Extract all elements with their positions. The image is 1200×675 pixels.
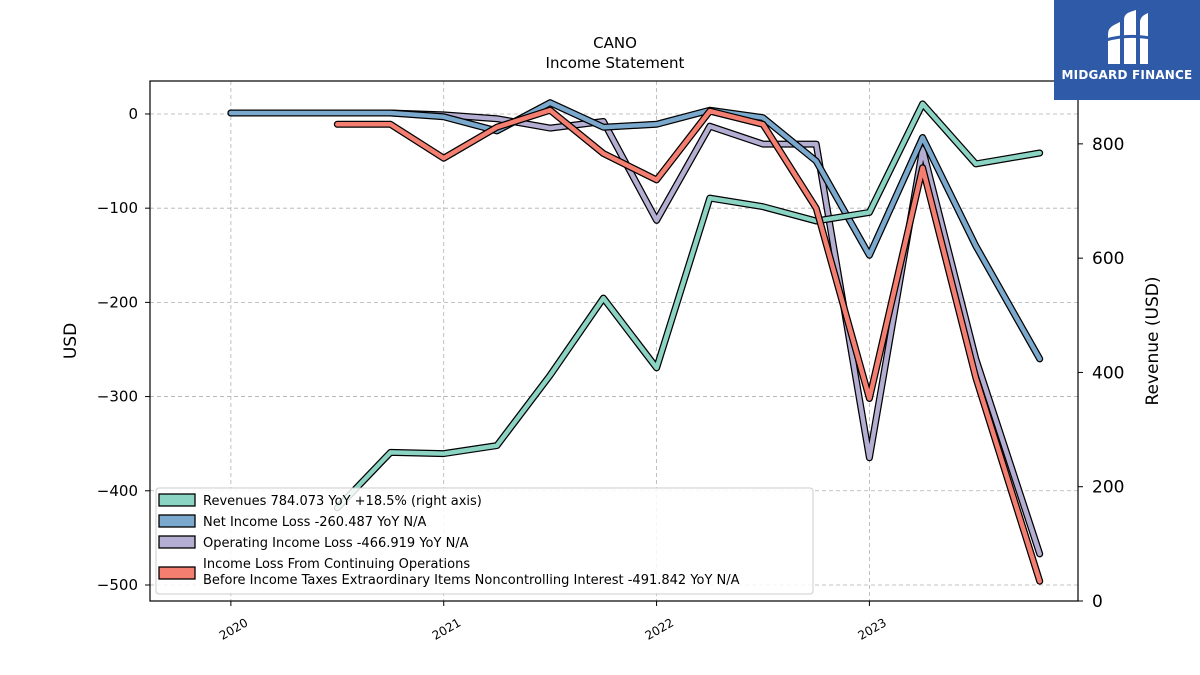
legend-swatch-operating-income <box>158 535 196 549</box>
brand-name: MIDGARD FINANCE <box>1061 68 1193 82</box>
series-revenues <box>333 100 1044 512</box>
legend: Revenues 784.073 YoY +18.5% (right axis)… <box>155 487 814 595</box>
legend-label-pretax-line2: Before Income Taxes Extraordinary Items … <box>203 573 740 588</box>
legend-swatch-net-income <box>158 514 196 528</box>
y-tick-label: −500 <box>97 576 138 594</box>
series-line-pretax <box>335 107 1042 584</box>
x-tick-label: 2020 <box>217 615 250 642</box>
x-tick-label: 2022 <box>643 615 676 642</box>
series-layer <box>227 99 1044 585</box>
y-tick-label: −400 <box>97 482 138 500</box>
legend-swatch-pretax-income <box>158 566 196 580</box>
legend-label-operating-income: Operating Income Loss -466.919 YoY N/A <box>203 536 469 551</box>
series-line-revenues <box>335 101 1042 511</box>
midgard-logo-icon <box>1105 10 1151 64</box>
x-tick-label: 2023 <box>855 615 888 642</box>
y-tick-label: 0 <box>128 105 138 123</box>
series-outline-net <box>227 99 1044 363</box>
legend-box <box>155 487 814 595</box>
y2-tick-label: 600 <box>1092 249 1124 269</box>
legend-label-pretax-line1: Income Loss From Continuing Operations <box>203 557 470 572</box>
y-tick-label: −100 <box>97 199 138 217</box>
legend-label-net-income: Net Income Loss -260.487 YoY N/A <box>203 515 426 530</box>
x-tick-label: 2021 <box>430 615 463 642</box>
legend-swatch-revenues <box>158 493 196 507</box>
y2-tick-label: 200 <box>1092 478 1124 498</box>
legend-label-pretax-income: Income Loss From Continuing Operations Be… <box>203 557 740 588</box>
y2-tick-label: 800 <box>1092 135 1124 155</box>
y2-axis-label: Revenue (USD) <box>1143 276 1163 405</box>
y2-tick-label: 400 <box>1092 363 1124 383</box>
series-line-net <box>228 100 1042 362</box>
plot-frame <box>149 80 1079 602</box>
y-tick-label: −200 <box>97 293 138 311</box>
y2-tick-label: 0 <box>1092 592 1103 612</box>
chart-subtitle: Income Statement <box>546 54 685 72</box>
series-pretax <box>333 106 1044 585</box>
y-axis-label: USD <box>61 323 81 359</box>
series-net <box>227 99 1044 363</box>
brand-logo: MIDGARD FINANCE <box>1054 0 1200 100</box>
legend-label-revenues: Revenues 784.073 YoY +18.5% (right axis) <box>203 494 482 509</box>
y-tick-label: −300 <box>97 388 138 406</box>
chart-title: CANO <box>593 34 637 52</box>
axis-layer: 0 −100 −200 −300 −400 −500 800 600 400 200 0 2020 20… <box>97 105 1125 643</box>
